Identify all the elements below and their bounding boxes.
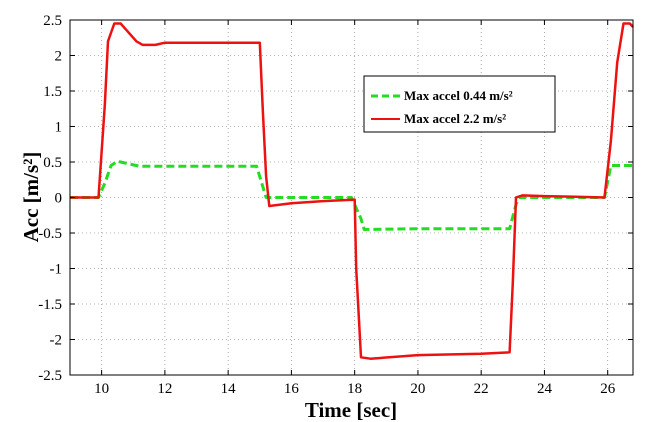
x-tick-label: 24 — [537, 381, 553, 397]
y-tick-label: -2 — [50, 333, 63, 349]
y-tick: -1 — [50, 262, 633, 278]
y-tick: -0.5 — [38, 226, 633, 242]
y-tick: 2.5 — [43, 13, 633, 29]
y-tick: -2.5 — [38, 368, 633, 384]
legend: Max accel 0.44 m/s² Max accel 2.2 m/s² — [363, 75, 556, 133]
x-tick-label: 10 — [94, 381, 109, 397]
series-layer — [70, 22, 634, 360]
x-tick-label: 26 — [600, 381, 616, 397]
x-tick: 22 — [474, 20, 489, 397]
legend-label-1: Max accel 2.2 m/s² — [404, 111, 506, 126]
y-axis-title: Acc [m/s²] — [19, 152, 43, 243]
y-tick: 0 — [55, 191, 633, 207]
y-tick-label: -2.5 — [38, 368, 62, 384]
x-axis-ticks: 10 12 14 16 18 20 22 24 26 — [94, 20, 616, 397]
y-tick-label: 2.5 — [43, 13, 62, 29]
series-line-1 — [70, 22, 634, 360]
x-tick: 20 — [410, 20, 425, 397]
x-tick: 26 — [600, 20, 616, 397]
x-tick-label: 20 — [410, 381, 425, 397]
x-tick-label: 18 — [347, 381, 362, 397]
y-tick-label: 0.5 — [43, 155, 62, 171]
y-tick: 1 — [55, 120, 633, 136]
y-tick-label: 1 — [55, 120, 63, 136]
y-tick: 0.5 — [43, 155, 633, 171]
y-tick-label: 1.5 — [43, 84, 62, 100]
legend-box — [363, 75, 556, 133]
y-tick: -1.5 — [38, 297, 633, 313]
x-tick: 14 — [221, 20, 237, 397]
x-tick-label: 14 — [221, 381, 237, 397]
y-tick: -2 — [50, 333, 633, 349]
y-tick-label: -0.5 — [38, 226, 62, 242]
y-tick-label: -1 — [50, 262, 63, 278]
y-axis-ticks: 2.5 2 1.5 1 0.5 0 -0.5 -1 -1.5 -2 -2.5 — [38, 13, 633, 384]
legend-label-0: Max accel 0.44 m/s² — [404, 88, 513, 103]
x-tick-label: 16 — [284, 381, 300, 397]
y-tick-label: 2 — [55, 49, 63, 65]
x-tick-label: 22 — [474, 381, 489, 397]
x-tick: 16 — [284, 20, 300, 397]
x-axis-title: Time [sec] — [305, 398, 397, 422]
y-tick: 1.5 — [43, 84, 633, 100]
x-tick: 12 — [157, 20, 172, 397]
x-tick: 24 — [537, 20, 553, 397]
x-tick-label: 12 — [157, 381, 172, 397]
y-tick-label: -1.5 — [38, 297, 62, 313]
y-tick: 2 — [55, 49, 633, 65]
y-tick-label: 0 — [55, 191, 63, 207]
x-tick: 18 — [347, 20, 362, 397]
x-tick: 10 — [94, 20, 109, 397]
